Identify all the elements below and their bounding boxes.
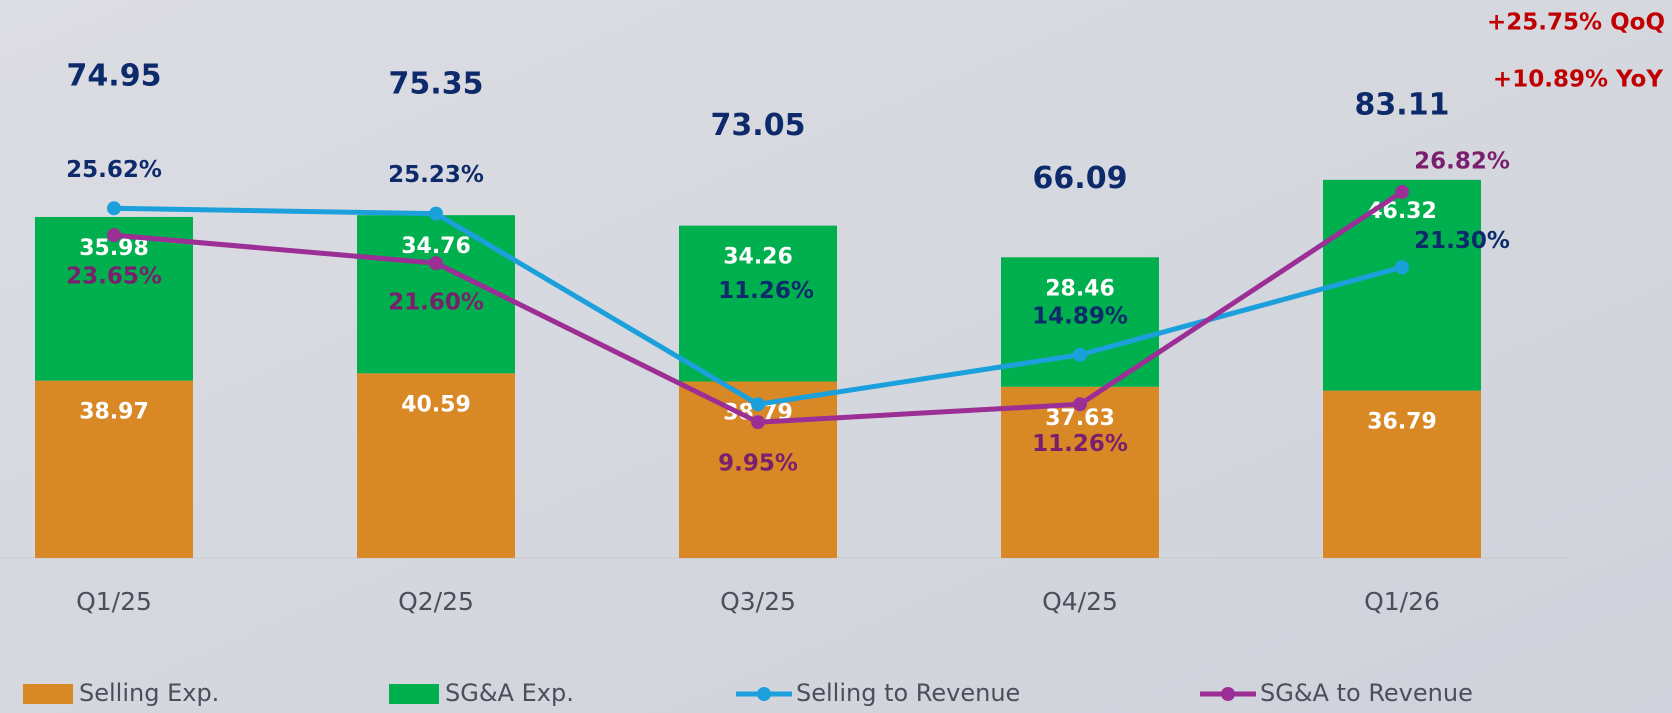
bar-segment <box>1001 386 1159 558</box>
total-label: 66.09 <box>1033 161 1128 196</box>
total-label: 83.11 <box>1355 87 1450 122</box>
x-tick-label: Q3/25 <box>720 587 796 616</box>
legend-swatch <box>389 684 439 704</box>
line-point <box>751 397 765 412</box>
bar-segment <box>679 225 837 382</box>
line-point <box>107 201 121 216</box>
legend-label: SG&A to Revenue <box>1260 679 1473 707</box>
line-point <box>429 206 443 221</box>
bar-segment <box>1323 179 1481 391</box>
line-label: 25.23% <box>388 162 484 188</box>
annotation: +10.89% YoY <box>1493 67 1663 93</box>
line-label: 21.60% <box>388 290 484 316</box>
line-label: 9.95% <box>718 451 798 477</box>
line-label: 23.65% <box>66 264 162 290</box>
segment-label: 28.46 <box>1045 276 1115 301</box>
segment-label: 46.32 <box>1367 199 1437 224</box>
bar-segment <box>357 215 515 374</box>
segment-label: 34.76 <box>401 234 471 259</box>
line-label: 26.82% <box>1414 148 1510 174</box>
line-point <box>107 228 121 243</box>
legend-swatch <box>1221 687 1235 701</box>
x-tick-label: Q2/25 <box>398 587 474 616</box>
bar-segment <box>1323 390 1481 558</box>
legend-label: Selling to Revenue <box>796 679 1020 707</box>
line-point <box>429 256 443 271</box>
bar-segment <box>35 380 193 558</box>
line-point <box>1395 260 1409 275</box>
line-label: 25.62% <box>66 157 162 183</box>
segment-label: 34.26 <box>723 245 793 270</box>
segment-label: 38.97 <box>79 400 149 425</box>
annotation: +25.75% QoQ <box>1487 10 1665 36</box>
line-point <box>1073 347 1087 362</box>
total-label: 75.35 <box>389 67 484 102</box>
line-point <box>751 415 765 430</box>
segment-label: 40.59 <box>401 392 471 417</box>
bar-segment <box>357 373 515 558</box>
legend-swatch <box>757 687 771 701</box>
x-tick-label: Q1/25 <box>76 587 152 616</box>
segment-label: 36.79 <box>1367 410 1437 435</box>
line-label: 14.89% <box>1032 303 1128 329</box>
x-tick-label: Q1/26 <box>1364 587 1440 616</box>
legend-label: Selling Exp. <box>79 679 219 707</box>
line-point <box>1073 397 1087 412</box>
line-label: 11.26% <box>718 278 814 304</box>
total-label: 73.05 <box>711 108 806 143</box>
total-label: 74.95 <box>67 58 162 93</box>
legend-label: SG&A Exp. <box>445 679 574 707</box>
line-label: 21.30% <box>1414 228 1510 254</box>
bar-segment <box>35 216 193 381</box>
line-label: 11.26% <box>1032 431 1128 457</box>
x-tick-label: Q4/25 <box>1042 587 1118 616</box>
line-point <box>1395 184 1409 199</box>
legend-swatch <box>23 684 73 704</box>
